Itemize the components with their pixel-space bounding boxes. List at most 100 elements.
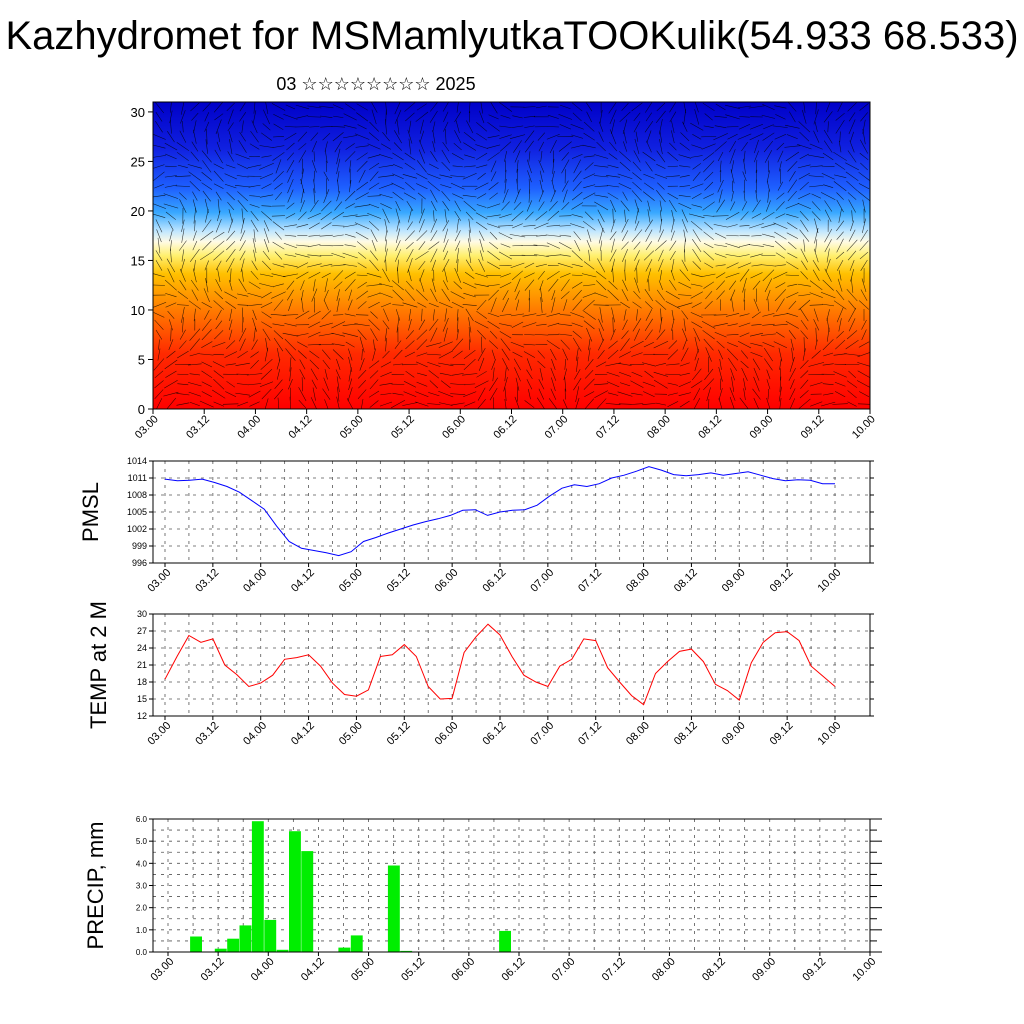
wind-vector: [296, 115, 309, 119]
wind-vector: [619, 111, 631, 123]
wind-vector: [228, 218, 234, 233]
wind-vector: [776, 142, 785, 151]
wind-vector: [859, 300, 869, 310]
wind-vector: [368, 220, 380, 231]
wind-vector: [608, 153, 618, 160]
wind-vector: [808, 362, 825, 367]
wind-vector: [837, 278, 843, 292]
wind-vector: [683, 109, 687, 125]
wind-vector: [704, 181, 714, 191]
wind-vector: [657, 182, 665, 190]
wind-vector: [217, 210, 221, 222]
wind-vector: [368, 203, 380, 209]
wind-vector: [215, 219, 222, 233]
wind-vector: [718, 397, 723, 409]
wind-vector: [176, 402, 190, 406]
wind-vector: [619, 351, 631, 358]
wind-vector: [704, 113, 713, 121]
wind-vector: [394, 340, 402, 349]
x-tick-label: 06.00: [433, 567, 461, 595]
wind-vector: [803, 337, 805, 352]
wind-vector: [786, 213, 799, 218]
wind-vector: [462, 172, 477, 180]
wind-vector: [331, 252, 346, 259]
y-tick-label: 1011: [128, 473, 147, 483]
x-tick-label: 04.00: [241, 567, 269, 595]
wind-vector: [428, 163, 439, 170]
wind-vector: [250, 130, 259, 143]
wind-vector: [510, 262, 525, 269]
wind-vector: [321, 349, 331, 360]
wind-vector: [226, 258, 235, 273]
wind-vector: [730, 169, 735, 184]
x-tick-label: 03.12: [199, 956, 227, 984]
wind-vector: [200, 230, 214, 241]
wind-vector: [690, 220, 703, 231]
wind-vector: [528, 151, 531, 162]
wind-vector: [561, 159, 570, 174]
wind-vector: [533, 244, 550, 247]
wind-vector: [583, 284, 596, 287]
wind-vector: [778, 161, 782, 172]
wind-vector: [838, 208, 842, 223]
wind-vector: [307, 212, 321, 219]
wind-vector: [752, 388, 761, 400]
wind-vector: [631, 229, 643, 243]
wind-vector: [848, 318, 856, 332]
wind-vector: [726, 262, 739, 269]
wind-vector: [502, 189, 509, 204]
wind-vector: [236, 175, 249, 178]
wind-vector-field: [153, 102, 870, 409]
wind-vector: [824, 200, 833, 212]
wind-vector: [430, 189, 438, 203]
wind-vector: [237, 163, 249, 170]
wind-vector: [320, 115, 333, 118]
wind-vector: [416, 183, 428, 190]
wind-vector: [309, 350, 320, 359]
wind-vector: [367, 292, 381, 298]
wind-vector: [786, 134, 798, 140]
wind-vector: [289, 357, 292, 372]
wind-vector: [860, 229, 868, 242]
wind-vector: [739, 244, 750, 248]
wind-vector: [524, 334, 535, 336]
wind-vector: [774, 231, 787, 240]
wind-vector: [310, 368, 318, 381]
wind-vector: [691, 204, 702, 208]
wind-vector: [706, 387, 711, 402]
wind-vector: [226, 241, 236, 251]
wind-vector: [593, 175, 609, 178]
wind-vector: [857, 362, 870, 367]
wind-vector: [486, 203, 501, 209]
wind-vector: [357, 124, 367, 130]
wind-vector: [528, 389, 531, 400]
wind-vector: [632, 172, 642, 181]
wind-vector: [862, 199, 866, 213]
precip-bar: [227, 938, 240, 952]
wind-vector: [742, 171, 747, 182]
wind-vector: [237, 350, 248, 359]
wind-vector: [298, 399, 307, 409]
wind-vector: [618, 183, 632, 190]
wind-vector: [177, 291, 189, 300]
wind-vector: [609, 129, 617, 145]
wind-vector: [499, 331, 512, 339]
wind-vector: [237, 304, 248, 306]
wind-vector: [205, 209, 209, 223]
wind-vector: [809, 304, 823, 306]
wind-vector: [788, 330, 796, 340]
wind-vector: [287, 179, 294, 194]
wind-vector: [286, 152, 295, 161]
wind-vector: [671, 120, 675, 134]
wind-vector: [191, 289, 199, 301]
wind-vector: [405, 181, 415, 191]
y-tick-label: 996: [132, 558, 147, 568]
precip-bar: [400, 950, 413, 952]
wind-vector: [752, 358, 761, 371]
wind-vector: [703, 250, 715, 261]
wind-vector: [537, 360, 546, 369]
wind-vector: [240, 218, 245, 234]
wind-vector: [643, 353, 655, 356]
wind-vector: [336, 376, 340, 393]
wind-vector: [547, 210, 560, 222]
